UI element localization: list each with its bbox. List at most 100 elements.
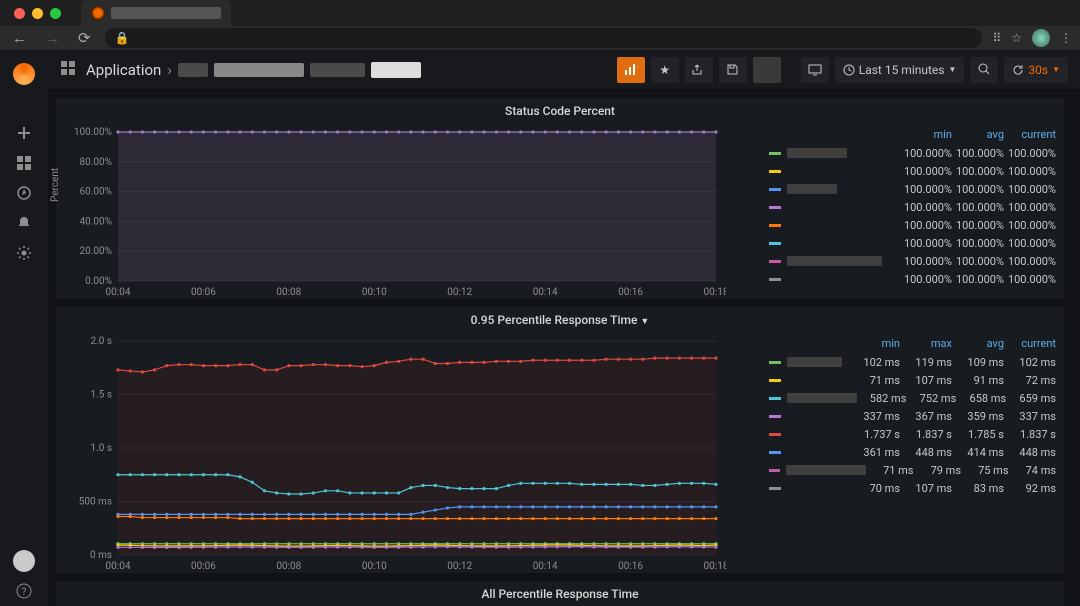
window-controls[interactable]: [8, 8, 67, 19]
legend-swatch: [769, 487, 781, 490]
legend-row[interactable]: 100.000%100.000%100.000%: [769, 216, 1056, 234]
legend-series-label: [787, 256, 900, 266]
tab-title: [111, 7, 221, 19]
chevron-down-icon: ▼: [640, 317, 649, 327]
star-button[interactable]: ★: [651, 57, 679, 83]
legend: minavgcurrent 100.000%100.000%100.000% 1…: [759, 124, 1064, 299]
chart-svg: 0.00%20.00%40.00%60.00%80.00%100.00%00:0…: [56, 124, 726, 299]
panel-title[interactable]: 0.95 Percentile Response Time▼: [56, 307, 1064, 333]
nav-explore-icon[interactable]: [0, 178, 48, 208]
legend-swatch: [769, 224, 781, 227]
legend-row[interactable]: 100.000%100.000%100.000%: [769, 198, 1056, 216]
legend-series-label: [787, 375, 848, 385]
time-picker-label: Last 15 minutes: [859, 63, 945, 77]
panel-title[interactable]: All Percentile Response Time: [56, 581, 1064, 606]
legend-row[interactable]: 71 ms107 ms91 ms72 ms: [769, 371, 1056, 389]
nav-dashboards-icon[interactable]: [0, 148, 48, 178]
tab-strip: [0, 0, 1080, 26]
save-button[interactable]: [719, 57, 747, 83]
legend-row[interactable]: 361 ms448 ms414 ms448 ms: [769, 443, 1056, 461]
legend-value: 92 ms: [1004, 482, 1056, 495]
url-input[interactable]: 🔒: [105, 28, 983, 48]
breadcrumb[interactable]: Application ›: [86, 61, 421, 79]
legend-value: 100.000%: [1004, 237, 1056, 250]
refresh-button[interactable]: 30s ▼: [1004, 57, 1068, 83]
legend-value: 659 ms: [1006, 392, 1056, 405]
legend-row[interactable]: 71 ms79 ms75 ms74 ms: [769, 461, 1056, 479]
legend-swatch: [769, 278, 781, 281]
profile-avatar-icon[interactable]: [1032, 29, 1050, 47]
settings-button[interactable]: [753, 57, 781, 83]
legend-value: 359 ms: [952, 410, 1004, 423]
bookmark-icon[interactable]: ☆: [1011, 31, 1022, 45]
legend-row[interactable]: 100.000%100.000%100.000%: [769, 162, 1056, 180]
legend-value: 100.000%: [900, 165, 952, 178]
breadcrumb-item: [310, 63, 365, 77]
chart-area[interactable]: 0 ms500 ms1.0 s1.5 s2.0 s00:0400:0600:08…: [56, 333, 759, 573]
dashboard-body: Status Code PercentPercent0.00%20.00%40.…: [48, 90, 1080, 606]
svg-text:60.00%: 60.00%: [80, 187, 112, 198]
legend-col[interactable]: min: [848, 337, 900, 350]
menu-icon[interactable]: ⋮: [1060, 31, 1072, 45]
legend-col[interactable]: current: [1004, 128, 1056, 141]
nav-help-icon[interactable]: ?: [0, 576, 48, 606]
legend-row[interactable]: 582 ms752 ms658 ms659 ms: [769, 389, 1056, 407]
panel-status-code-percent: Status Code PercentPercent0.00%20.00%40.…: [56, 98, 1064, 299]
zoom-out-button[interactable]: [970, 57, 998, 83]
legend-swatch: [769, 397, 781, 400]
legend-row[interactable]: 70 ms107 ms83 ms92 ms: [769, 479, 1056, 497]
legend-swatch: [769, 469, 780, 472]
svg-text:0 ms: 0 ms: [90, 550, 112, 561]
panel-p95-response-time: 0.95 Percentile Response Time▼0 ms500 ms…: [56, 307, 1064, 573]
legend-value: 1.837 s: [900, 428, 952, 441]
breadcrumb-item: [214, 63, 304, 77]
legend-value: 752 ms: [906, 392, 956, 405]
nav-config-icon[interactable]: [0, 238, 48, 268]
legend-col[interactable]: min: [900, 128, 952, 141]
legend-swatch: [769, 188, 781, 191]
maximize-icon[interactable]: [50, 8, 61, 19]
legend-row[interactable]: 102 ms119 ms109 ms102 ms: [769, 353, 1056, 371]
svg-text:00:16: 00:16: [618, 287, 643, 298]
breadcrumb-root[interactable]: Application: [86, 61, 161, 79]
legend-value: 102 ms: [1004, 356, 1056, 369]
legend-value: 414 ms: [952, 446, 1004, 459]
legend-col[interactable]: current: [1004, 337, 1056, 350]
chart-area[interactable]: Percent0.00%20.00%40.00%60.00%80.00%100.…: [56, 124, 759, 299]
legend-col[interactable]: avg: [952, 337, 1004, 350]
lock-icon: 🔒: [115, 31, 130, 45]
close-icon[interactable]: [14, 8, 25, 19]
browser-tab[interactable]: [81, 0, 231, 26]
legend-swatch: [769, 260, 781, 263]
forward-button[interactable]: →: [41, 29, 64, 47]
translate-icon[interactable]: ⠿: [992, 31, 1001, 45]
grafana-favicon-icon: [91, 6, 105, 20]
legend-swatch: [769, 361, 781, 364]
nav-alerting-icon[interactable]: [0, 208, 48, 238]
add-panel-button[interactable]: +: [617, 57, 645, 83]
tv-mode-button[interactable]: [801, 57, 829, 83]
legend-col[interactable]: max: [900, 337, 952, 350]
chevron-down-icon: ▼: [1052, 65, 1060, 74]
reload-button[interactable]: ⟳: [74, 29, 95, 47]
back-button[interactable]: ←: [8, 29, 31, 47]
grafana-logo[interactable]: [0, 50, 48, 98]
time-picker[interactable]: Last 15 minutes ▼: [835, 57, 965, 83]
legend-row[interactable]: 100.000%100.000%100.000%: [769, 144, 1056, 162]
legend-series-label: [787, 238, 900, 248]
share-button[interactable]: [685, 57, 713, 83]
svg-text:00:08: 00:08: [276, 287, 301, 298]
legend-row[interactable]: 100.000%100.000%100.000%: [769, 234, 1056, 252]
minimize-icon[interactable]: [32, 8, 43, 19]
legend-row[interactable]: 337 ms367 ms359 ms337 ms: [769, 407, 1056, 425]
legend-row[interactable]: 1.737 s1.837 s1.785 s1.837 s: [769, 425, 1056, 443]
legend-row[interactable]: 100.000%100.000%100.000%: [769, 180, 1056, 198]
nav-create-icon[interactable]: [0, 118, 48, 148]
legend-row[interactable]: 100.000%100.000%100.000%: [769, 270, 1056, 288]
legend-row[interactable]: 100.000%100.000%100.000%: [769, 252, 1056, 270]
panel-title[interactable]: Status Code Percent: [56, 98, 1064, 124]
grafana-logo-icon: [13, 63, 35, 85]
apps-icon[interactable]: [60, 60, 76, 79]
nav-user-icon[interactable]: [0, 546, 48, 576]
legend-col[interactable]: avg: [952, 128, 1004, 141]
